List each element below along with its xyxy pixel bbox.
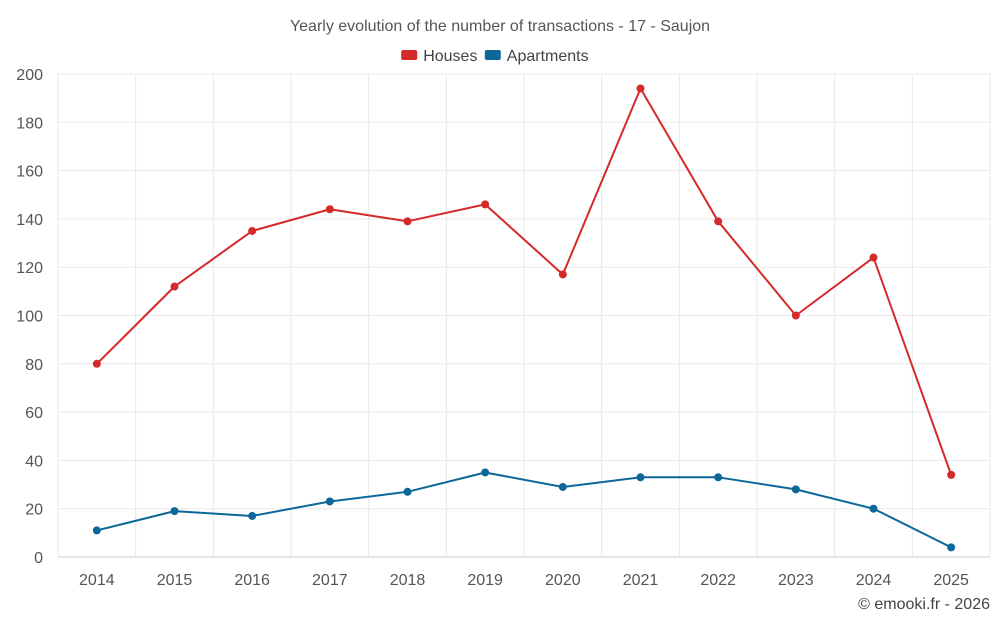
data-point-apartments[interactable] bbox=[947, 543, 956, 552]
data-point-apartments[interactable] bbox=[714, 473, 723, 482]
data-point-houses[interactable] bbox=[636, 84, 645, 93]
data-point-apartments[interactable] bbox=[325, 497, 334, 506]
x-tick-label: 2016 bbox=[234, 572, 270, 589]
y-tick-label: 180 bbox=[16, 115, 43, 132]
x-tick-label: 2020 bbox=[545, 572, 581, 589]
data-point-houses[interactable] bbox=[791, 311, 800, 320]
legend: Houses Apartments bbox=[401, 48, 589, 65]
data-point-houses[interactable] bbox=[558, 270, 567, 279]
x-tick-label: 2024 bbox=[856, 572, 892, 589]
data-point-apartments[interactable] bbox=[92, 526, 101, 535]
series-line-houses bbox=[96, 87, 953, 476]
y-tick-label: 40 bbox=[25, 453, 43, 470]
data-point-houses[interactable] bbox=[481, 200, 490, 209]
data-point-houses[interactable] bbox=[325, 205, 334, 214]
data-point-houses[interactable] bbox=[869, 253, 878, 262]
data-point-apartments[interactable] bbox=[636, 473, 645, 482]
series-houses bbox=[92, 84, 956, 479]
x-tick-label: 2018 bbox=[390, 572, 426, 589]
data-point-houses[interactable] bbox=[248, 226, 257, 235]
x-tick-label: 2023 bbox=[778, 572, 814, 589]
x-tick-label: 2019 bbox=[467, 572, 503, 589]
x-tick-label: 2014 bbox=[79, 572, 115, 589]
y-tick-label: 20 bbox=[25, 502, 43, 519]
y-tick-label: 200 bbox=[16, 67, 43, 84]
legend-label-houses[interactable]: Houses bbox=[423, 48, 477, 65]
data-point-houses[interactable] bbox=[714, 217, 723, 226]
x-tick-label: 2022 bbox=[700, 572, 736, 589]
x-tick-label: 2025 bbox=[933, 572, 969, 589]
y-tick-label: 60 bbox=[25, 405, 43, 422]
data-point-apartments[interactable] bbox=[248, 511, 257, 520]
y-tick-label: 100 bbox=[16, 309, 43, 326]
series-layer bbox=[92, 84, 956, 552]
y-tick-label: 120 bbox=[16, 260, 43, 277]
y-tick-label: 160 bbox=[16, 164, 43, 181]
x-tick-label: 2015 bbox=[157, 572, 193, 589]
series-apartments bbox=[92, 468, 956, 552]
chart-title: Yearly evolution of the number of transa… bbox=[290, 18, 710, 35]
legend-swatch-houses[interactable] bbox=[401, 50, 418, 60]
data-point-houses[interactable] bbox=[947, 470, 956, 479]
credit-text: © emooki.fr - 2026 bbox=[858, 596, 990, 613]
x-tick-label: 2021 bbox=[623, 572, 659, 589]
data-point-apartments[interactable] bbox=[403, 487, 412, 496]
data-point-apartments[interactable] bbox=[558, 482, 567, 491]
y-tick-label: 140 bbox=[16, 212, 43, 229]
legend-swatch-apartments[interactable] bbox=[484, 50, 501, 60]
data-point-apartments[interactable] bbox=[170, 507, 179, 516]
data-point-houses[interactable] bbox=[403, 217, 412, 226]
x-tick-label: 2017 bbox=[312, 572, 348, 589]
data-point-apartments[interactable] bbox=[791, 485, 800, 494]
data-point-apartments[interactable] bbox=[481, 468, 490, 477]
data-point-houses[interactable] bbox=[92, 359, 101, 368]
data-point-apartments[interactable] bbox=[869, 504, 878, 513]
axes: 0 20 40 60 80 100 120 140 160 180 200 2014 2015 2016 2… bbox=[16, 67, 990, 589]
grid bbox=[57, 73, 991, 557]
legend-label-apartments[interactable]: Apartments bbox=[507, 48, 589, 65]
data-point-houses[interactable] bbox=[170, 282, 179, 291]
y-tick-label: 80 bbox=[25, 357, 43, 374]
y-tick-label: 0 bbox=[34, 550, 43, 567]
series-line-apartments bbox=[96, 471, 952, 549]
